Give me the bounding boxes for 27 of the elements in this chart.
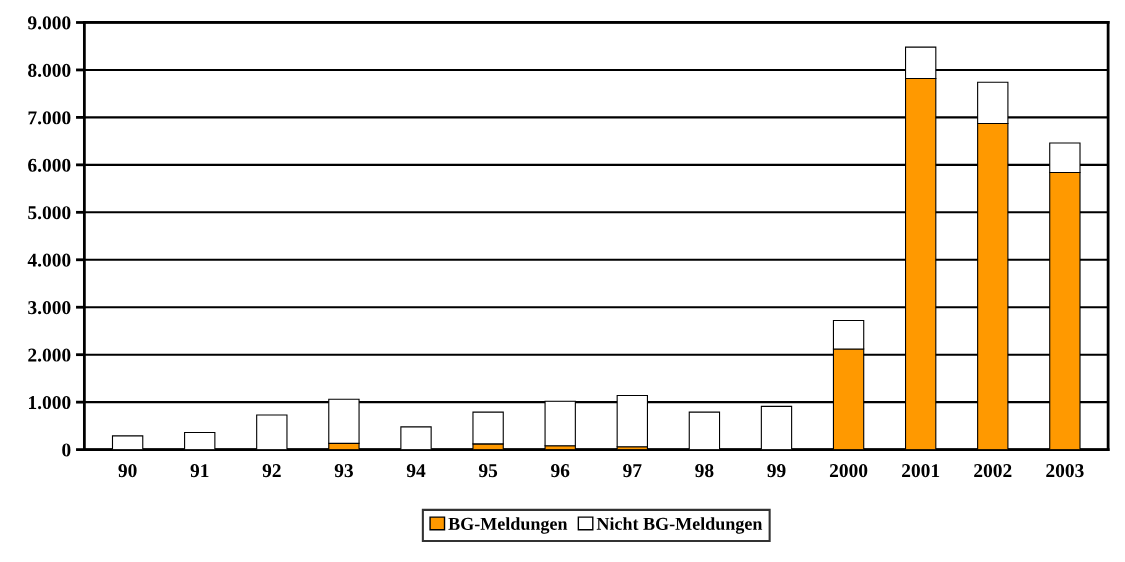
- x-tick-label: 93: [334, 464, 353, 478]
- x-tick-label: 91: [190, 464, 209, 478]
- x-tick-label: 2003: [1046, 464, 1084, 478]
- x-tick-label: 2001: [902, 464, 940, 478]
- x-tick-label: 94: [406, 464, 426, 478]
- y-tick-label: 8.000: [28, 63, 71, 77]
- y-tick-label: 6.000: [28, 158, 71, 172]
- x-tick-label: 98: [695, 464, 714, 478]
- x-tick-label: 95: [478, 464, 498, 478]
- x-tick-label: 2000: [829, 464, 868, 478]
- x-tick-label: 99: [767, 464, 786, 478]
- y-tick-label: 1.000: [28, 395, 71, 410]
- x-tick-label: 97: [623, 464, 642, 478]
- x-tick-label: 92: [262, 464, 281, 478]
- bar: [472, 411, 504, 445]
- x-tick-label: 96: [551, 464, 570, 478]
- legend-label: Nicht BG-Meldungen: [596, 517, 763, 534]
- y-tick-label: 4.000: [27, 253, 71, 267]
- y-tick-label: 7.000: [28, 111, 71, 125]
- y-tick-label: 5.000: [28, 206, 71, 220]
- y-tick-label: 9.000: [27, 16, 71, 30]
- x-tick-label: 2002: [974, 464, 1012, 478]
- y-tick-label: 0: [62, 443, 71, 457]
- y-tick-label: 2.000: [28, 348, 71, 362]
- x-tick-label: 90: [118, 464, 137, 478]
- legend-label: BG-Meldungen: [448, 517, 568, 534]
- y-tick-label: 3.000: [28, 301, 71, 315]
